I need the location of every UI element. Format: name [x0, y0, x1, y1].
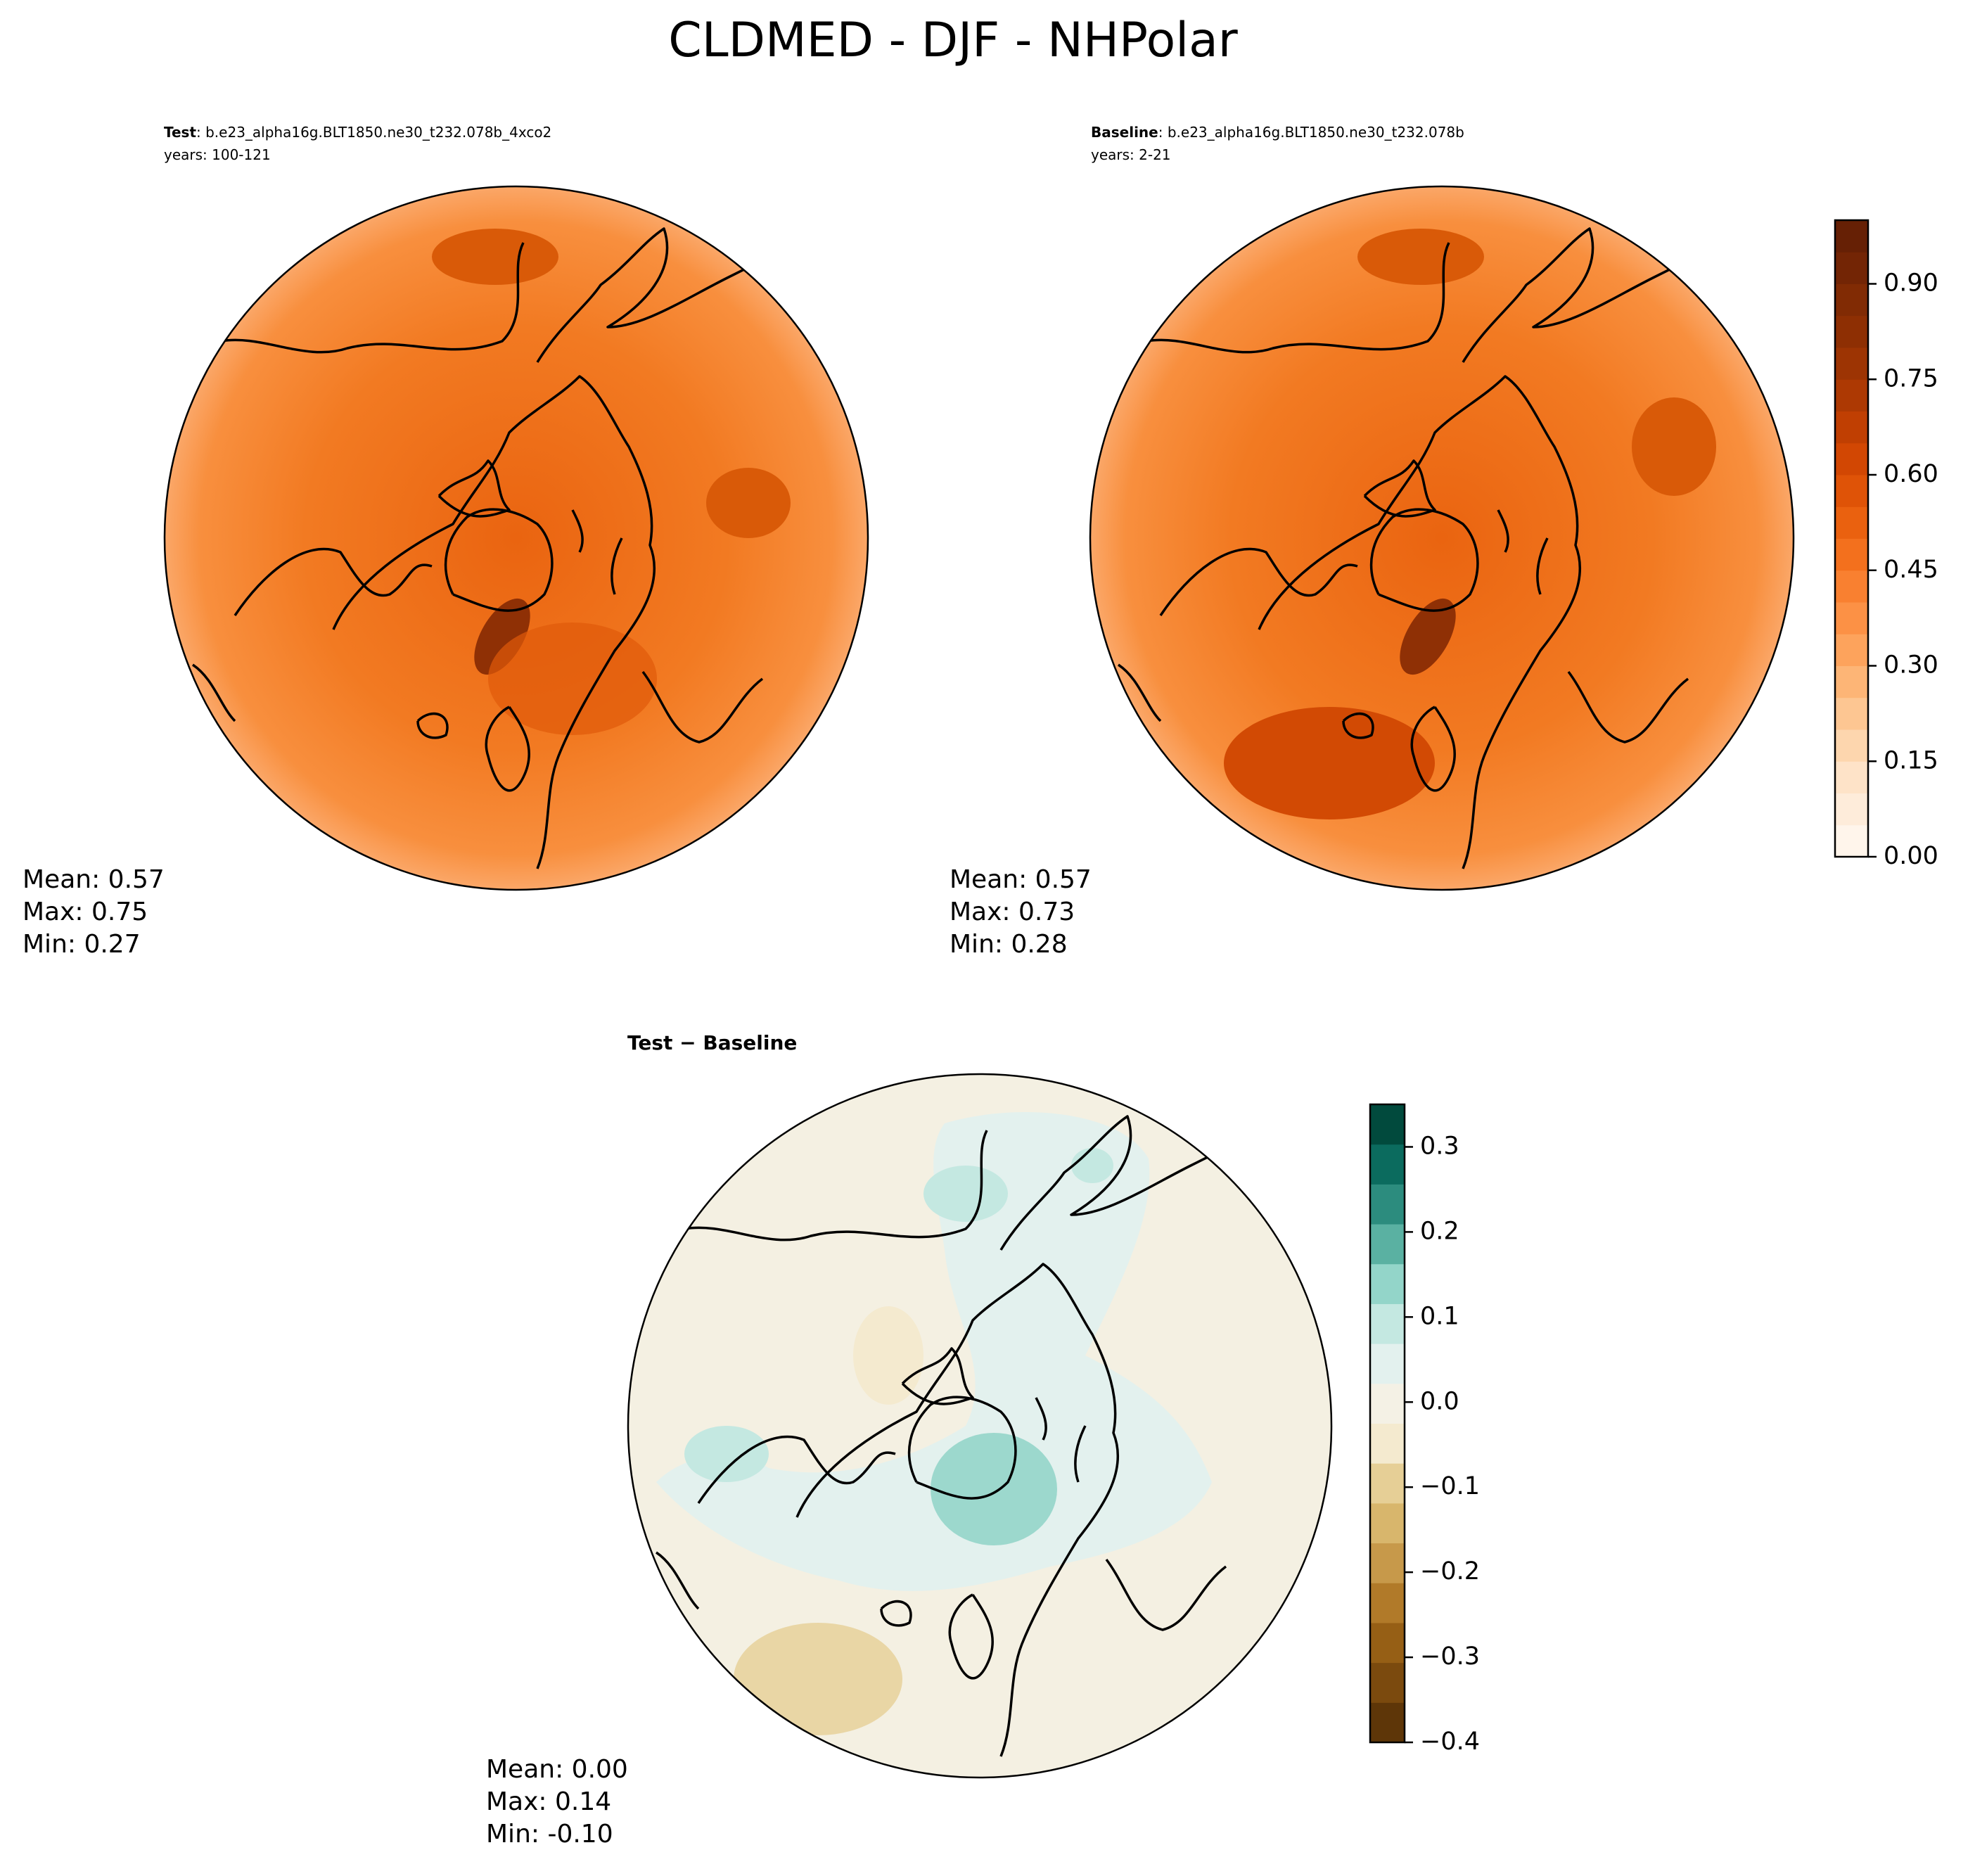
colorbar-band	[1835, 824, 1868, 857]
stat: Min: -0.10	[486, 1820, 613, 1849]
map-panel	[1089, 185, 1795, 891]
panel-label: Test	[164, 124, 196, 141]
colorbar-tick-label: 0.0	[1420, 1387, 1459, 1415]
colorbar-tick-label: 0.15	[1884, 746, 1938, 774]
colorbar-band	[1835, 283, 1868, 317]
colorbar-band	[1370, 1344, 1405, 1384]
case-name: : b.e23_alpha16g.BLT1850.ne30_t232.078b	[1158, 124, 1464, 141]
colorbar-tick-label: 0.60	[1884, 460, 1938, 488]
colorbar-band	[1835, 761, 1868, 793]
panel-header: Baseline: b.e23_alpha16g.BLT1850.ne30_t2…	[1091, 124, 1464, 141]
colorbar-tick-label: −0.3	[1420, 1642, 1480, 1671]
colorbar-tick-label: −0.1	[1420, 1472, 1480, 1500]
colorbar-band	[1835, 347, 1868, 380]
stat: Mean: 0.00	[486, 1755, 628, 1784]
stat: Mean: 0.57	[950, 865, 1092, 894]
colorbar-tick-label: 0.30	[1884, 651, 1938, 679]
colorbar-band	[1835, 506, 1868, 539]
stat: Max: 0.73	[950, 898, 1075, 926]
map-boundary	[627, 1073, 1333, 1779]
field-blobs	[655, 1112, 1312, 1758]
stat: Max: 0.75	[23, 898, 148, 926]
colorbar-band	[1370, 1463, 1405, 1504]
colorbar-band	[1835, 602, 1868, 634]
map-boundary	[1089, 185, 1795, 891]
colorbar-band	[1835, 634, 1868, 666]
case-name: : b.e23_alpha16g.BLT1850.ne30_t232.078b_…	[196, 124, 551, 141]
map-panel	[163, 185, 869, 891]
colorbar-band	[1835, 729, 1868, 762]
panel-header: Test: b.e23_alpha16g.BLT1850.ne30_t232.0…	[164, 124, 551, 141]
colorbar-band	[1370, 1583, 1405, 1623]
stat: Mean: 0.57	[23, 865, 165, 894]
colorbar-band	[1835, 252, 1868, 284]
colorbar-band	[1370, 1622, 1405, 1664]
stat: Min: 0.28	[950, 930, 1068, 959]
colorbar-band	[1370, 1224, 1405, 1265]
colorbar-band	[1835, 570, 1868, 603]
colorbar-band	[1835, 379, 1868, 411]
colorbar-frame	[1369, 1103, 1406, 1744]
colorbar-band	[1835, 697, 1868, 730]
stat: Min: 0.27	[23, 930, 141, 959]
colorbar-tick-label: 0.45	[1884, 556, 1938, 584]
map-boundary	[163, 185, 869, 891]
field-blobs	[1117, 227, 1774, 870]
colorbar-tick-label: 0.75	[1884, 364, 1938, 393]
years: years: 100-121	[164, 146, 271, 163]
colorbar-band	[1835, 538, 1868, 571]
colorbar-band	[1835, 665, 1868, 698]
colorbar-band	[1370, 1263, 1405, 1304]
years: years: 2-21	[1091, 146, 1171, 163]
colorbar-band	[1835, 793, 1868, 826]
colorbar-band	[1370, 1104, 1405, 1145]
colorbar-band	[1835, 315, 1868, 348]
colorbar-band	[1370, 1543, 1405, 1583]
colorbar-tick-label: −0.4	[1420, 1728, 1480, 1756]
colorbar-tick-label: 0.90	[1884, 269, 1938, 298]
title: CLDMED - DJF - NHPolar	[668, 13, 1238, 68]
panel-header: Test − Baseline	[627, 1031, 797, 1054]
colorbar-band	[1370, 1423, 1405, 1464]
colorbar-tick-label: −0.2	[1420, 1557, 1480, 1585]
colorbar-band	[1370, 1502, 1405, 1544]
colorbar-band	[1370, 1303, 1405, 1344]
colorbar-band	[1370, 1144, 1405, 1185]
colorbar-tick-label: 0.00	[1884, 842, 1938, 870]
map-panel	[627, 1073, 1333, 1779]
colorbar-tick-label: 0.3	[1420, 1132, 1459, 1160]
panel-label: Baseline	[1091, 124, 1158, 141]
map-field	[165, 186, 868, 890]
map-field	[1090, 186, 1794, 890]
colorbar-band	[1370, 1702, 1405, 1743]
colorbar-tick-label: 0.2	[1420, 1217, 1459, 1245]
colorbar-band	[1835, 411, 1868, 444]
colorbar-band	[1370, 1184, 1405, 1225]
stat: Max: 0.14	[486, 1787, 611, 1816]
colorbar-band	[1370, 1662, 1405, 1703]
colorbar-band	[1370, 1383, 1405, 1424]
field-blobs	[191, 227, 848, 870]
panel-label: Test − Baseline	[627, 1031, 797, 1054]
colorbar-frame	[1834, 219, 1869, 858]
colorbar-tick-label: 0.1	[1420, 1302, 1459, 1330]
colorbar-band	[1835, 475, 1868, 507]
colorbar-band	[1835, 442, 1868, 476]
colorbar-band	[1835, 220, 1868, 253]
